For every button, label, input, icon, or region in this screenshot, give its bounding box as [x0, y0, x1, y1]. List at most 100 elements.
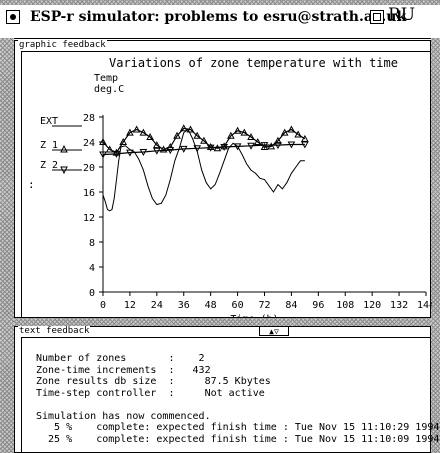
data-point-z1 — [126, 128, 134, 136]
legend-label: Z 1 — [40, 140, 58, 151]
menu-dot-icon — [10, 14, 16, 20]
series-line-z-1 — [102, 127, 306, 154]
text-area: Number of zones : 2 Zone-time increments … — [21, 337, 439, 452]
data-point-z1 — [253, 137, 262, 145]
data-point-z1 — [267, 142, 276, 150]
x-axis-label: Time (h) — [230, 314, 278, 318]
legend-marker-up — [60, 144, 68, 153]
window-left-border — [0, 38, 14, 453]
data-point-z2 — [274, 142, 282, 150]
data-point-z2 — [233, 143, 242, 151]
text-scroll-arrows[interactable]: ▲▽ — [259, 326, 289, 336]
data-point-z1 — [193, 131, 202, 139]
y-tick-label: 12 — [83, 213, 95, 224]
window-titlebar[interactable]: ESP-r simulator: problems to esru@strath… — [0, 0, 440, 39]
data-point-z2 — [126, 149, 134, 157]
x-tick-label: 72 — [258, 300, 270, 311]
text-feedback-label: text feedback — [18, 326, 91, 336]
legend-label: EXT — [40, 116, 58, 127]
y-tick-label: 8 — [89, 238, 95, 249]
data-point-z2 — [193, 145, 202, 153]
graphic-feedback-label: graphic feedback — [18, 40, 107, 50]
x-tick-label: 36 — [178, 300, 190, 311]
y-tick-label: 0 — [89, 288, 95, 299]
side-marker: : — [28, 178, 35, 191]
panel-divider[interactable] — [14, 318, 431, 326]
data-point-z1 — [139, 128, 148, 136]
legend-marker-down — [60, 166, 68, 175]
data-point-z1 — [294, 130, 302, 138]
y-tick-label: 28 — [83, 113, 95, 124]
data-point-z1 — [152, 141, 161, 149]
y-tick-label: 4 — [89, 263, 95, 274]
data-point-z1 — [132, 125, 141, 133]
series-line-ext — [102, 128, 305, 212]
x-tick-label: 132 — [390, 300, 408, 311]
data-point-z1 — [159, 145, 168, 153]
x-tick-label: 96 — [312, 300, 324, 311]
data-point-z2 — [99, 151, 107, 159]
x-tick-label: 12 — [124, 300, 136, 311]
text-feedback-line: Time-step controller : Not active — [36, 387, 265, 399]
data-point-z2 — [166, 147, 175, 155]
series-line-z-2 — [102, 143, 305, 156]
data-point-z1 — [186, 125, 195, 133]
data-point-z1 — [247, 132, 255, 140]
text-feedback-line: 5 % complete: expected finish time : Tue… — [36, 422, 440, 433]
text-feedback-line: Number of zones : 2 — [36, 353, 205, 364]
text-feedback-lines: Number of zones : 2 Zone-time increments … — [36, 353, 439, 445]
data-point-z1 — [220, 142, 228, 150]
text-feedback-line: Zone results db size : 87.5 Kbytes — [36, 376, 271, 387]
x-tick-label: 144 — [417, 300, 432, 311]
titlebar-hatch-strip — [0, 0, 440, 5]
data-point-z2 — [260, 142, 269, 150]
window-resize-button[interactable] — [370, 10, 384, 24]
y-axis-label: Temp — [94, 73, 118, 84]
x-tick-label: 120 — [363, 300, 381, 311]
data-point-z2 — [301, 141, 309, 149]
window-menu-button[interactable] — [6, 10, 20, 24]
temperature-chart: Variations of zone temperature with time… — [28, 56, 432, 318]
data-point-z1 — [280, 128, 289, 136]
data-point-z1 — [206, 142, 215, 150]
chart-title: Variations of zone temperature with time — [109, 56, 398, 70]
legend-label: Z 2 — [40, 160, 58, 171]
data-point-z2 — [179, 145, 188, 153]
data-point-z1 — [99, 137, 107, 145]
data-point-z2 — [152, 147, 161, 155]
text-feedback-line — [36, 399, 439, 411]
window-title: ESP-r simulator: problems to esru@strath… — [30, 9, 407, 25]
text-feedback-line: 25 % complete: expected finish time : Tu… — [36, 433, 440, 445]
data-point-z1 — [260, 142, 269, 150]
x-tick-label: 48 — [205, 300, 217, 311]
graphic-feedback-panel: Variations of zone temperature with time… — [14, 40, 432, 318]
data-point-z2 — [287, 141, 296, 149]
x-tick-label: 24 — [151, 300, 163, 311]
data-point-z2 — [220, 144, 228, 152]
y-tick-label: 20 — [83, 163, 95, 174]
data-point-z1 — [287, 125, 296, 133]
x-tick-label: 84 — [285, 300, 297, 311]
background-window-title: RU — [388, 5, 416, 25]
x-tick-label: 108 — [336, 300, 354, 311]
resize-square-icon — [373, 13, 381, 21]
data-point-z1 — [301, 134, 309, 142]
x-tick-label: 60 — [232, 300, 244, 311]
data-point-z2 — [139, 149, 148, 157]
data-point-z1 — [119, 137, 128, 145]
data-point-z1 — [179, 124, 188, 132]
text-feedback-line: Zone-time increments : 432 — [36, 364, 211, 376]
data-point-z1 — [200, 136, 208, 144]
y-axis-label: deg.C — [94, 84, 124, 95]
data-point-z2 — [206, 144, 215, 152]
text-feedback-line: Simulation has now commenced. — [36, 410, 211, 422]
data-point-z2 — [112, 150, 121, 158]
data-point-z2 — [247, 142, 255, 150]
data-point-z1 — [173, 131, 181, 139]
y-tick-label: 16 — [83, 188, 95, 199]
data-point-z1 — [233, 126, 242, 134]
data-point-z1 — [105, 145, 114, 153]
text-feedback-panel: Number of zones : 2 Zone-time increments … — [14, 326, 439, 453]
x-tick-label: 0 — [100, 300, 106, 311]
data-point-z1 — [274, 136, 282, 144]
